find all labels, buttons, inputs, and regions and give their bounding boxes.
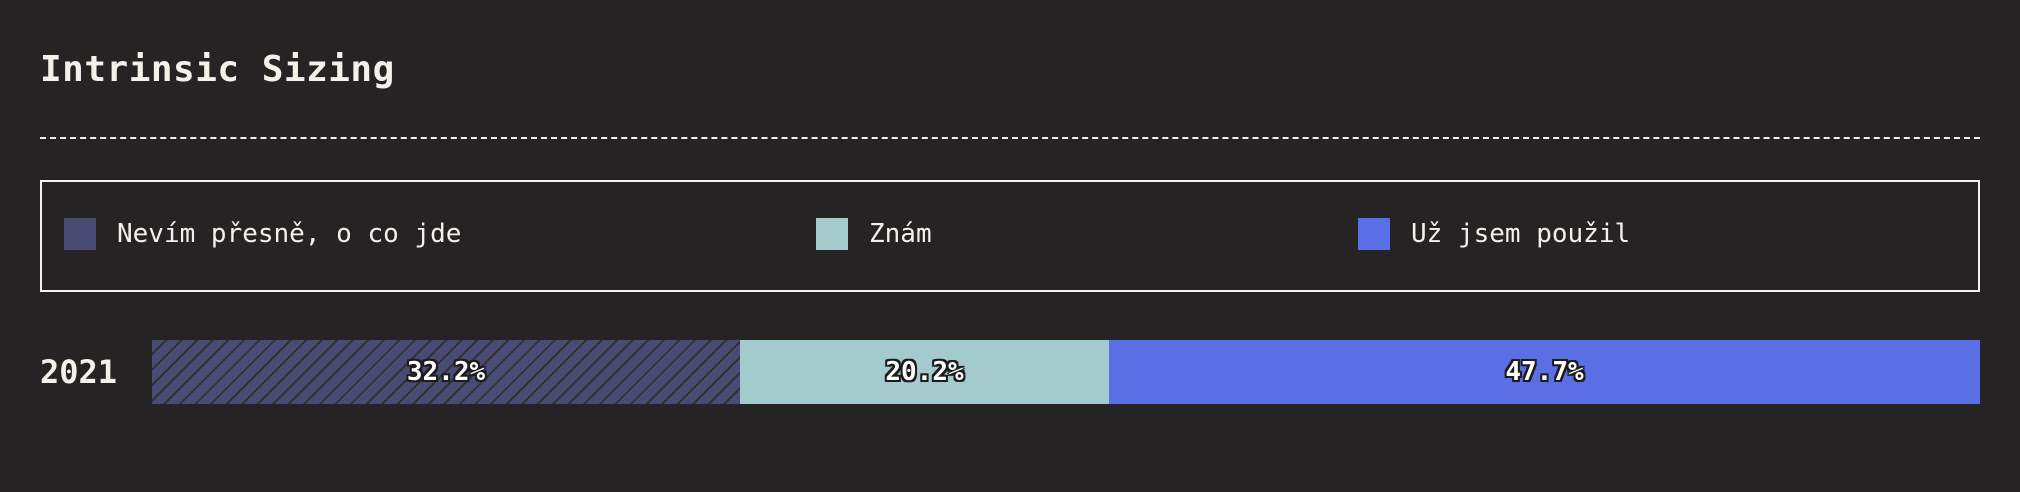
divider xyxy=(40,137,1980,139)
data-label-0: 32.2% xyxy=(406,357,486,387)
data-label-1: 20.2% xyxy=(885,357,964,387)
legend: Nevím přesně, o co jde Znám Už jsem použ… xyxy=(40,180,1980,292)
bar-segment-2 xyxy=(1109,340,1980,404)
legend-label: Znám xyxy=(869,219,932,249)
stacked-bar: 32.2% 20.2% 47.7% xyxy=(152,340,1980,404)
data-label-2: 47.7% xyxy=(1505,357,1584,387)
bar-segment-1 xyxy=(740,340,1109,404)
category-label: 2021 xyxy=(40,353,118,391)
legend-swatch xyxy=(64,218,96,250)
legend-item-0: Nevím přesně, o co jde xyxy=(64,218,461,250)
bar-segment-0 xyxy=(152,340,740,404)
chart-title: Intrinsic Sizing xyxy=(40,49,395,90)
legend-label: Nevím přesně, o co jde xyxy=(117,219,462,249)
legend-swatch xyxy=(816,218,848,250)
legend-swatch xyxy=(1358,218,1390,250)
legend-item-2: Už jsem použil xyxy=(1358,218,1630,250)
legend-item-1: Znám xyxy=(816,218,932,250)
legend-label: Už jsem použil xyxy=(1411,219,1631,249)
